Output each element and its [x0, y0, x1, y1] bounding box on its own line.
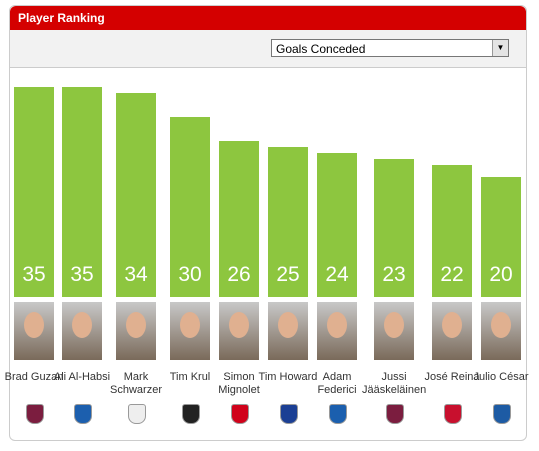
player-name: José Reina [424, 371, 480, 383]
player-name: Ali Al-Habsi [53, 371, 111, 383]
bar [432, 165, 472, 297]
player-photo [219, 302, 259, 360]
club-crest [329, 404, 347, 424]
value-label: 24 [325, 263, 349, 286]
player-photo [374, 302, 414, 360]
bar [268, 147, 308, 297]
bar [62, 87, 102, 297]
player-photo [116, 302, 156, 360]
bar [317, 153, 357, 297]
player-photo [62, 302, 102, 360]
player-face [278, 312, 298, 338]
club-crest [280, 404, 298, 424]
player-photo [432, 302, 472, 360]
player-face [384, 312, 404, 338]
club-crest [74, 404, 92, 424]
player-face [24, 312, 44, 338]
player-face [229, 312, 249, 338]
club-crest [128, 404, 146, 424]
player-face [442, 312, 462, 338]
panel-title: Player Ranking [10, 6, 526, 30]
dropdown-arrow[interactable]: ▼ [492, 40, 508, 56]
value-label: 23 [382, 263, 406, 286]
player-photo [14, 302, 54, 360]
value-label: 35 [22, 263, 46, 286]
value-label: 22 [440, 263, 464, 286]
player-photo [268, 302, 308, 360]
toolbar: Goals Conceded ▼ [10, 30, 526, 68]
player-name: Jussi Jääskeläinen [362, 371, 427, 396]
value-label: 34 [124, 263, 148, 286]
player-name: Brad Guzan [4, 371, 64, 383]
dropdown-value: Goals Conceded [276, 42, 366, 56]
player-name: Mark Schwarzer [110, 371, 162, 396]
stat-dropdown[interactable]: Goals Conceded ▼ [271, 39, 509, 57]
player-face [180, 312, 200, 338]
value-label: 26 [227, 263, 251, 286]
club-crest [386, 404, 404, 424]
player-name: Simon Mignolet [218, 371, 260, 396]
bar [374, 159, 414, 297]
player-face [126, 312, 146, 338]
value-label: 20 [489, 263, 513, 286]
player-face [327, 312, 347, 338]
player-name: Tim Krul [169, 371, 211, 383]
club-crest [231, 404, 249, 424]
value-label: 35 [70, 263, 94, 286]
player-face [72, 312, 92, 338]
player-photo [170, 302, 210, 360]
value-label: 25 [276, 263, 300, 286]
player-photo [481, 302, 521, 360]
player-name: Tim Howard [258, 371, 318, 383]
bar [481, 177, 521, 297]
player-name: Julio César [473, 371, 529, 383]
club-crest [493, 404, 511, 424]
club-crest [182, 404, 200, 424]
bar [116, 93, 156, 297]
player-face [491, 312, 511, 338]
player-name: Adam Federici [317, 371, 357, 396]
value-label: 30 [178, 263, 202, 286]
bar [219, 141, 259, 297]
club-crest [26, 404, 44, 424]
bar [170, 117, 210, 297]
bar [14, 87, 54, 297]
player-photo [317, 302, 357, 360]
club-crest [444, 404, 462, 424]
